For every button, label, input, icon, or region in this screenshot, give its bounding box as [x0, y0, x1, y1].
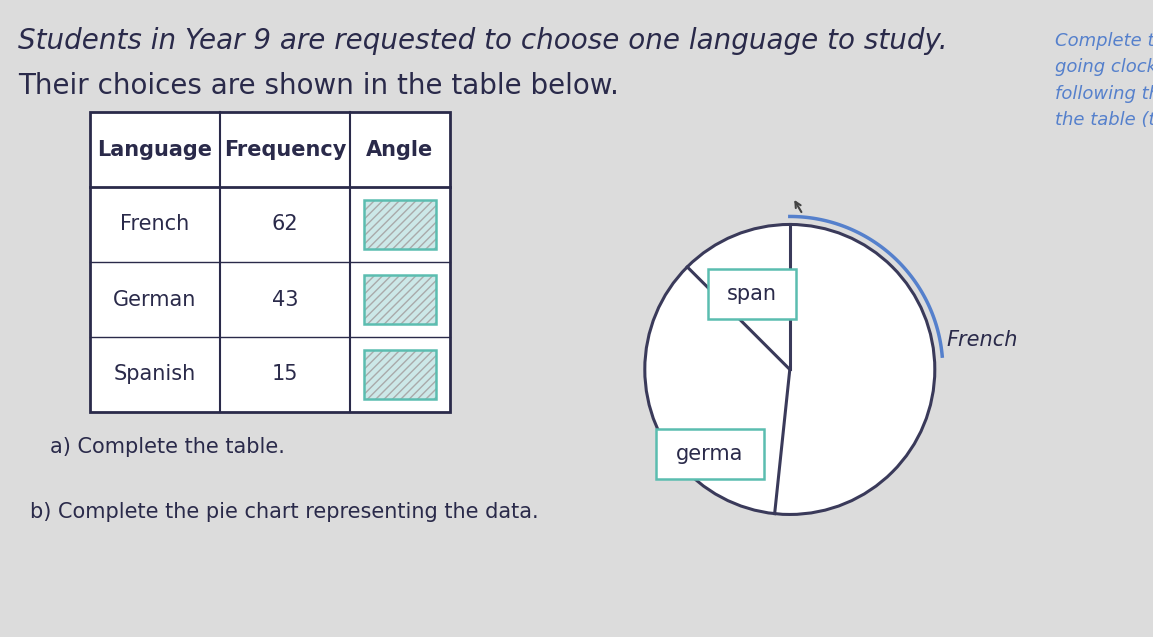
Text: Language: Language [98, 140, 212, 159]
Text: Angle: Angle [367, 140, 434, 159]
Bar [364, 275, 436, 324]
Text: span: span [726, 284, 777, 304]
Text: Frequency: Frequency [224, 140, 346, 159]
Text: 15: 15 [272, 364, 299, 385]
Circle shape [645, 224, 935, 515]
Bar [364, 275, 436, 324]
FancyBboxPatch shape [656, 429, 763, 478]
Bar [364, 200, 436, 249]
Text: French: French [947, 331, 1018, 350]
Text: 43: 43 [272, 289, 299, 310]
Text: Complete th
going clockw
following the
the table (top: Complete th going clockw following the t… [1055, 32, 1153, 129]
Text: a) Complete the table.: a) Complete the table. [50, 437, 285, 457]
FancyBboxPatch shape [708, 269, 796, 319]
Text: germa: germa [676, 443, 744, 464]
Bar [90, 112, 450, 412]
Text: Students in Year 9 are requested to choose one language to study.: Students in Year 9 are requested to choo… [18, 27, 948, 55]
Text: b) Complete the pie chart representing the data.: b) Complete the pie chart representing t… [30, 502, 538, 522]
Text: Their choices are shown in the table below.: Their choices are shown in the table bel… [18, 72, 619, 100]
Bar [364, 350, 436, 399]
Bar [364, 350, 436, 399]
Text: 62: 62 [272, 215, 299, 234]
Bar [364, 200, 436, 249]
Bar [364, 200, 436, 249]
Bar [364, 275, 436, 324]
Text: Spanish: Spanish [114, 364, 196, 385]
Text: German: German [113, 289, 197, 310]
Bar [364, 350, 436, 399]
Text: French: French [120, 215, 189, 234]
